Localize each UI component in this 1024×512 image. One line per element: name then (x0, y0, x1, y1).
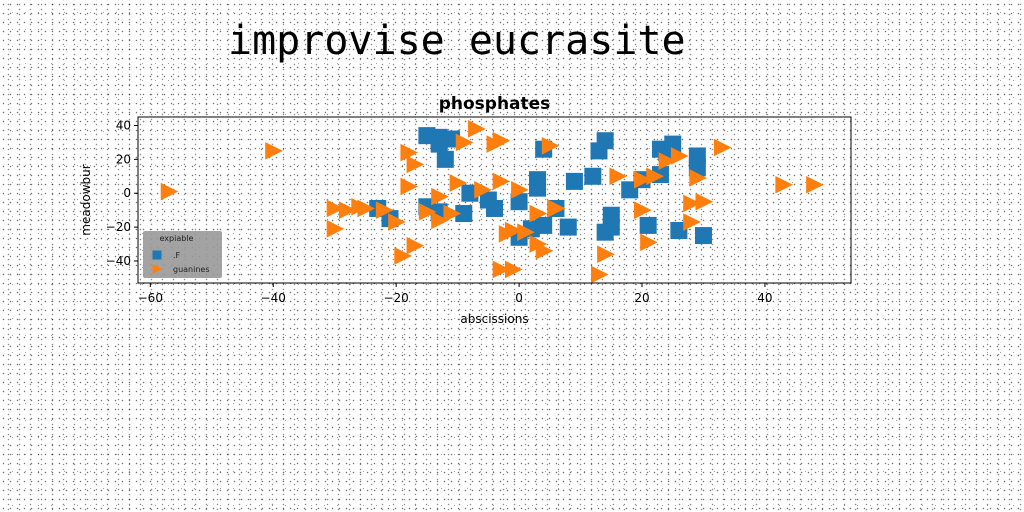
scatter-point (695, 192, 714, 211)
scatter-point (664, 135, 682, 153)
scatter-point (492, 131, 511, 150)
scatter-point (492, 260, 511, 279)
scatter-point (713, 138, 732, 157)
scatter-point (565, 172, 583, 190)
legend-label: guanines (173, 265, 210, 274)
scatter-point (504, 221, 523, 240)
scatter-point (535, 242, 554, 260)
legend: expiable .F guanines (143, 231, 222, 278)
scatter-point (375, 201, 394, 219)
scatter-point (357, 199, 376, 218)
scatter-point (443, 204, 462, 223)
scatter-point (492, 172, 511, 191)
scatter-point (338, 201, 357, 219)
y-tick-label: 20 (116, 152, 131, 166)
scatter-point (639, 216, 657, 234)
scatter-point (406, 155, 425, 174)
y-axis: −40 −20 0 20 40 (106, 118, 138, 268)
scatter-point (529, 171, 547, 189)
y-tick-label: 0 (123, 186, 131, 200)
scatter-point (461, 184, 479, 202)
chart-title: phosphates (439, 94, 551, 114)
scatter-point (431, 187, 449, 206)
x-tick-label: 40 (757, 291, 772, 305)
scatter-point (683, 213, 701, 231)
scatter-point (806, 175, 824, 194)
scatter-point (449, 174, 468, 192)
scatter-point (455, 205, 473, 223)
y-tick-label: −20 (106, 220, 131, 234)
x-tick-label: −60 (138, 291, 163, 305)
scatter-point (468, 120, 486, 138)
scatter-point (597, 245, 615, 264)
x-tick-label: −40 (261, 291, 286, 305)
scatter-point (602, 218, 620, 236)
scatter-point (388, 213, 406, 231)
scatter-point (436, 150, 454, 168)
scatter-point (634, 170, 652, 189)
scatter-point (584, 167, 602, 185)
scatter-point (670, 221, 688, 239)
scatter-point (474, 181, 492, 199)
scatter-point (634, 201, 652, 219)
scatter-point (326, 199, 345, 218)
scatter-point (559, 218, 577, 236)
scatter-point (609, 167, 628, 186)
scatter-point (511, 181, 529, 199)
scatter-point (541, 136, 560, 155)
page-title: improvise eucrasite (228, 18, 686, 64)
legend-title: expiable (160, 234, 194, 243)
scatter-point (504, 260, 523, 279)
scatter-point (683, 194, 701, 213)
legend-marker (152, 264, 163, 274)
scatter-point (455, 133, 474, 152)
legend-label: .F (173, 251, 181, 260)
scatter-point (400, 177, 419, 196)
scatter-point (517, 223, 535, 241)
x-axis: −60 −40 −20 0 20 40 (138, 283, 773, 305)
scatter-point (265, 142, 283, 160)
x-axis-label: abscissions (460, 312, 528, 326)
scatter-point (689, 169, 707, 187)
scatter-point (694, 227, 712, 245)
scatter-point (640, 233, 658, 252)
x-tick-label: −20 (383, 291, 408, 305)
scatter-point (430, 132, 448, 150)
scatter-point (535, 216, 553, 234)
scatter-point (160, 182, 179, 201)
y-tick-label: 40 (116, 118, 131, 132)
scatter-point (590, 265, 609, 284)
legend-items: .F guanines (152, 250, 210, 274)
scatter-point (646, 167, 664, 186)
y-axis-label: meadowbur (79, 164, 93, 235)
scatter-point (596, 132, 614, 150)
x-tick-label: 0 (515, 291, 523, 305)
legend-box (143, 231, 222, 278)
scatter-point (510, 193, 528, 211)
scatter-point (406, 236, 425, 255)
scatter-point (529, 204, 548, 223)
scatter-point (670, 147, 689, 165)
scatter-point (547, 199, 566, 218)
scatter-point (431, 211, 449, 230)
legend-marker (152, 250, 162, 260)
scatter-point (486, 199, 503, 217)
scatter-point (775, 175, 793, 194)
scatter-point (418, 203, 437, 221)
scatter-point (326, 219, 345, 238)
plot-frame (137, 116, 852, 284)
scatter-point (658, 152, 677, 170)
x-tick-label: 20 (634, 291, 649, 305)
scatter-point (400, 143, 419, 162)
scatter-point (394, 247, 412, 265)
plot-marks (160, 120, 824, 284)
y-tick-label: −40 (106, 254, 131, 268)
